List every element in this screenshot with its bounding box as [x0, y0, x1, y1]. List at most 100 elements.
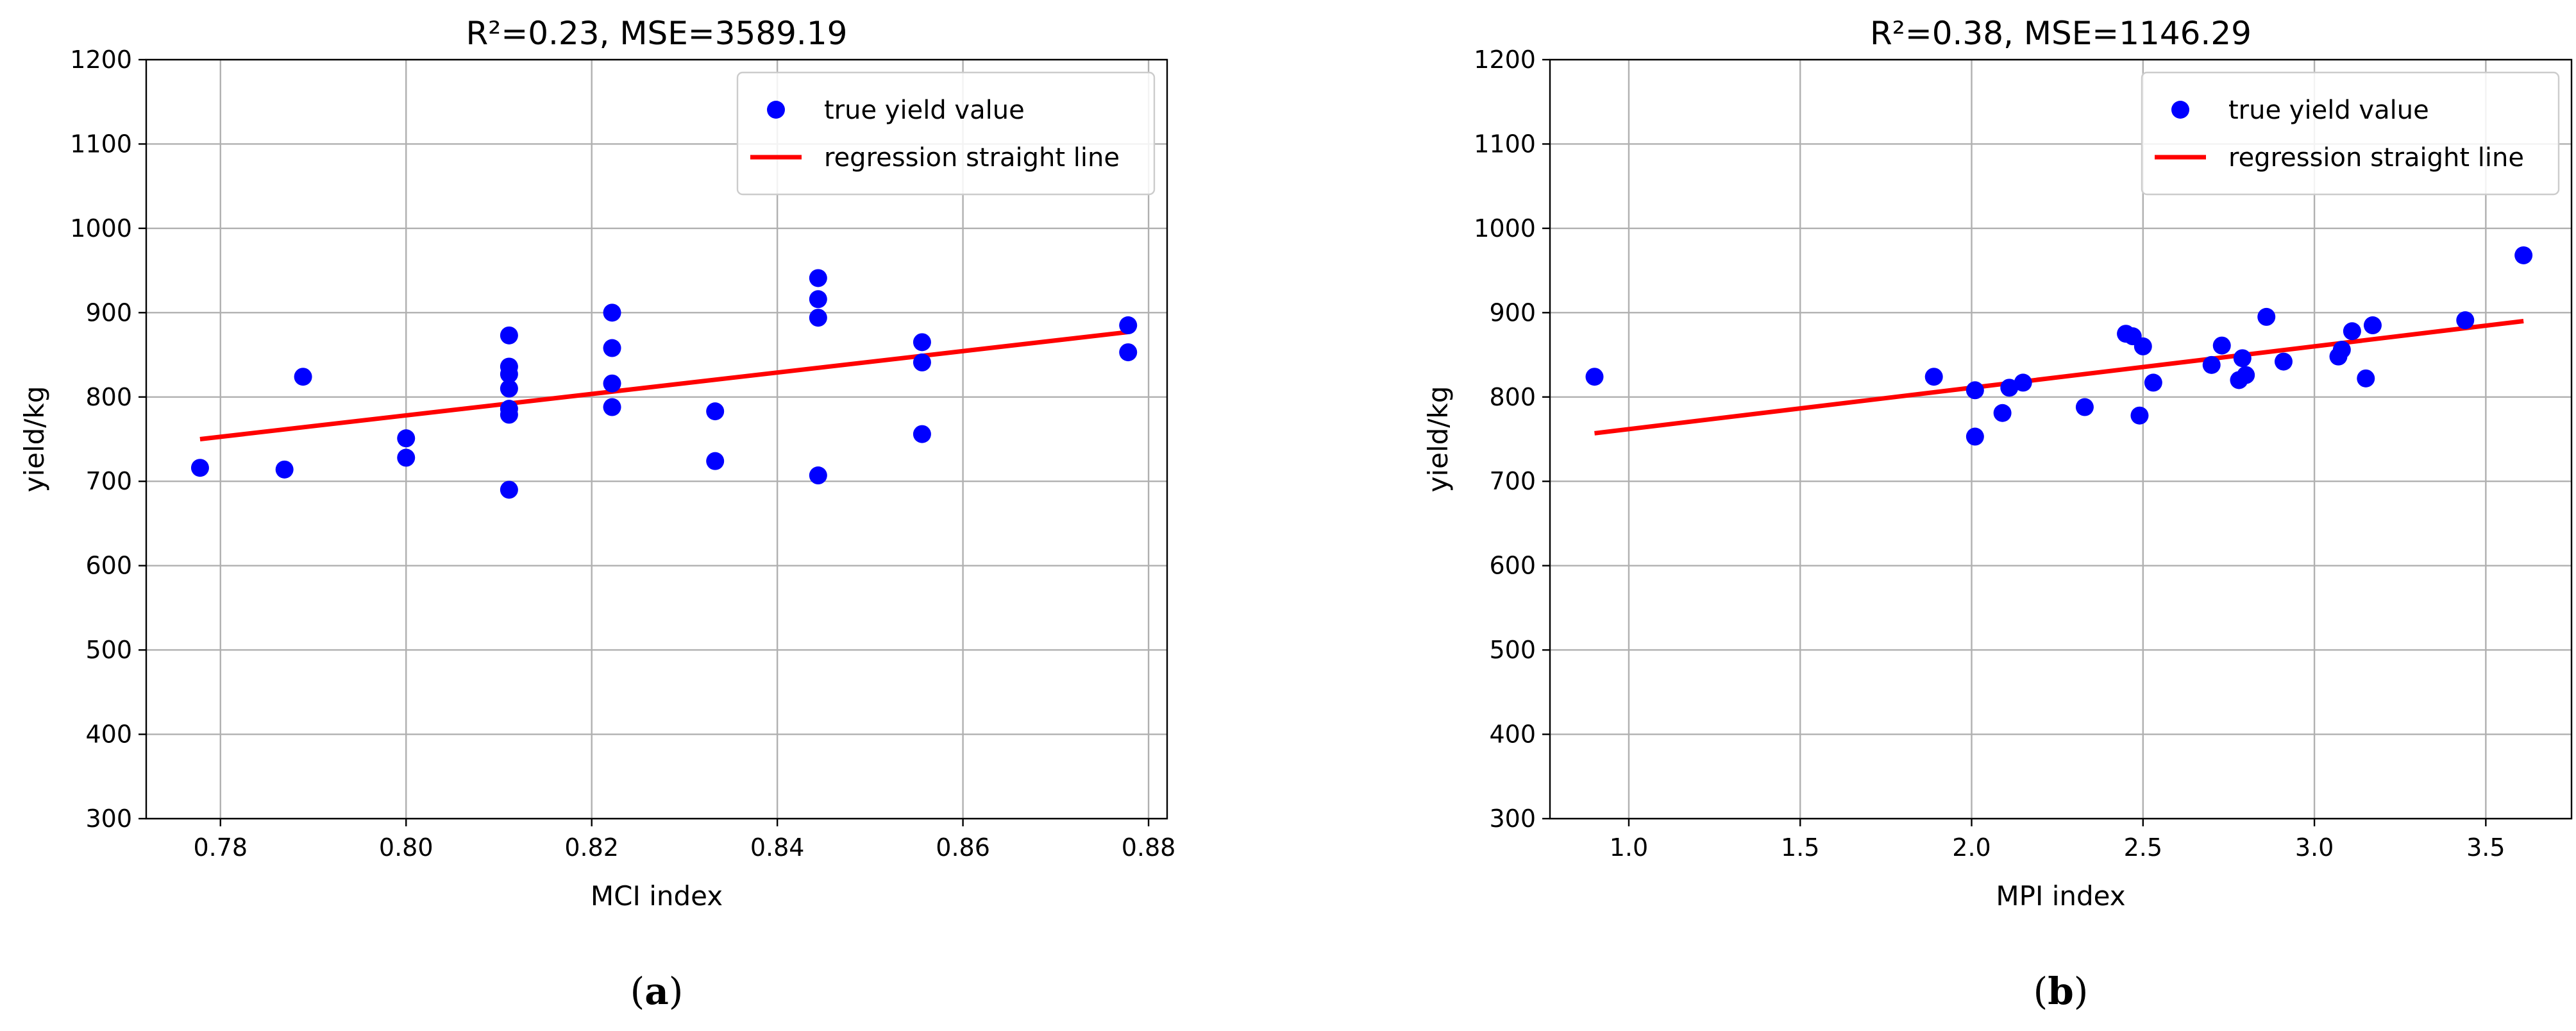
data-point: [2233, 349, 2252, 368]
data-point: [2202, 355, 2221, 374]
y-tick-label: 700: [85, 467, 132, 495]
x-tick-label: 0.86: [936, 833, 990, 862]
panel-label-prefix: (: [2033, 969, 2048, 1013]
x-axis-label: MPI index: [1996, 880, 2125, 912]
data-point: [1119, 343, 1138, 362]
data-point: [2134, 337, 2152, 355]
data-point: [809, 269, 827, 287]
y-tick-label: 500: [85, 636, 132, 664]
data-point: [500, 405, 518, 424]
plot-frame: [145, 58, 1168, 820]
data-point: [1966, 427, 1984, 446]
x-tick-label: 1.0: [1610, 833, 1648, 862]
data-point: [2257, 307, 2276, 326]
panel-label-suffix: ): [669, 969, 684, 1013]
legend-marker-scatter: [767, 101, 785, 119]
data-point: [2014, 373, 2032, 392]
x-tick-label: 0.88: [1122, 833, 1176, 862]
data-point: [1585, 368, 1604, 386]
data-point: [2343, 322, 2361, 341]
x-tick-label: 0.82: [564, 833, 619, 862]
y-tick-label: 1000: [70, 214, 132, 243]
data-point: [2075, 398, 2094, 416]
y-tick-label: 400: [85, 720, 132, 749]
data-point: [397, 448, 416, 467]
data-point: [706, 402, 725, 421]
y-tick-label: 1200: [70, 46, 132, 74]
data-point: [2357, 369, 2375, 388]
data-point: [2363, 316, 2382, 335]
chart-panel-a: 0.78 0.80 0.82 0.84 0.86 0.88 300 400 500 600 700 8…: [19, 15, 1175, 1013]
data-point: [275, 460, 294, 479]
x-tick-label: 0.78: [193, 833, 248, 862]
y-tick-label: 300: [1489, 805, 1536, 833]
panel-label: (b): [2033, 969, 2089, 1013]
data-point: [603, 398, 621, 416]
data-point: [913, 333, 931, 352]
data-point: [2514, 246, 2533, 264]
y-tick-label: 700: [1489, 467, 1536, 495]
regression-line: [199, 330, 1129, 441]
data-point: [603, 303, 621, 322]
data-point: [397, 429, 416, 448]
panel-label: (a): [630, 969, 684, 1013]
y-tick-label: 400: [1489, 720, 1536, 749]
data-point: [500, 326, 518, 345]
data-point: [2332, 341, 2351, 359]
data-point: [500, 481, 518, 499]
y-tick-label: 600: [1489, 552, 1536, 580]
chart-title: R²=0.23, MSE=3589.19: [466, 15, 848, 52]
data-point: [1924, 368, 1943, 386]
y-tick-label: 600: [85, 552, 132, 580]
data-point: [294, 368, 312, 386]
y-tick-label: 500: [1489, 636, 1536, 664]
data-point: [2212, 336, 2231, 355]
data-point: [500, 365, 518, 384]
data-point: [809, 309, 827, 327]
x-axis-label: MCI index: [591, 880, 723, 912]
data-point: [706, 452, 725, 470]
x-tick-label: 1.5: [1781, 833, 1819, 862]
regression-line: [1594, 319, 2524, 436]
panel-label-suffix: ): [2074, 969, 2089, 1013]
legend-label-scatter: true yield value: [2228, 96, 2429, 125]
data-point: [913, 353, 931, 371]
y-tick-label: 900: [1489, 298, 1536, 327]
y-tick-label: 800: [1489, 383, 1536, 411]
legend-label-scatter: true yield value: [824, 96, 1025, 125]
data-point: [2000, 379, 2019, 397]
y-tick-label: 1100: [1474, 130, 1536, 158]
data-point: [2144, 373, 2162, 392]
legend: [736, 71, 1156, 196]
y-tick-label: 300: [85, 805, 132, 833]
data-point: [2456, 311, 2475, 330]
legend-label-line: regression straight line: [2228, 143, 2524, 173]
chart-title: R²=0.38, MSE=1146.29: [1870, 15, 2252, 52]
data-point: [500, 379, 518, 398]
y-tick-label: 1200: [1474, 46, 1536, 74]
data-point: [603, 374, 621, 393]
panel-label-letter: b: [2048, 969, 2074, 1013]
x-tick-label: 2.5: [2124, 833, 2162, 862]
x-tick-label: 0.80: [379, 833, 434, 862]
legend-label-line: regression straight line: [824, 143, 1120, 173]
y-tick-label: 1000: [1474, 214, 1536, 243]
panel-label-prefix: (: [630, 969, 645, 1013]
legend-marker-scatter: [2171, 101, 2189, 119]
data-point: [190, 459, 209, 477]
data-point: [2237, 366, 2255, 384]
panel-label-letter: a: [644, 969, 669, 1013]
y-axis-label: yield/kg: [19, 386, 50, 493]
x-tick-label: 0.84: [750, 833, 805, 862]
plot-frame: [1549, 58, 2573, 820]
legend: [2141, 71, 2560, 196]
x-tick-label: 3.5: [2466, 833, 2505, 862]
data-point: [809, 466, 827, 485]
chart-panel-b: 1.0 1.5 2.0 2.5 3.0 3.5 300 400 500 600 700 800 900 1…: [1422, 15, 2573, 1013]
y-tick-label: 800: [85, 383, 132, 411]
data-point: [2130, 406, 2149, 425]
data-point: [809, 290, 827, 309]
data-point: [913, 425, 931, 443]
x-tick-label: 2.0: [1952, 833, 1991, 862]
